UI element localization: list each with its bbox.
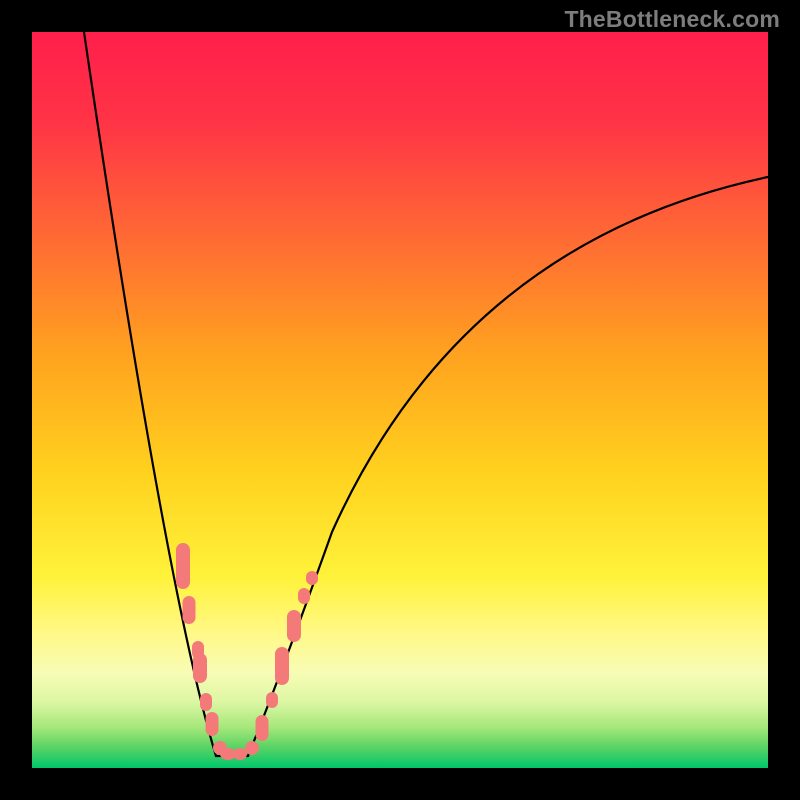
chart-frame: TheBottleneck.com <box>0 0 800 800</box>
curve-marker <box>193 653 207 683</box>
curve-marker <box>287 610 301 642</box>
curve-marker <box>233 748 247 760</box>
curve-marker <box>245 741 259 755</box>
curve-marker <box>266 692 278 708</box>
plot-area <box>32 32 768 768</box>
curve-marker <box>306 571 318 585</box>
curve-marker <box>275 647 289 685</box>
curve-marker <box>298 588 310 604</box>
curve-marker <box>206 712 219 736</box>
plot-svg <box>32 32 768 768</box>
curve-marker <box>256 715 269 741</box>
watermark-text: TheBottleneck.com <box>564 6 780 33</box>
curve-marker <box>183 596 196 624</box>
curve-marker <box>176 543 190 589</box>
curve-marker <box>200 693 212 711</box>
